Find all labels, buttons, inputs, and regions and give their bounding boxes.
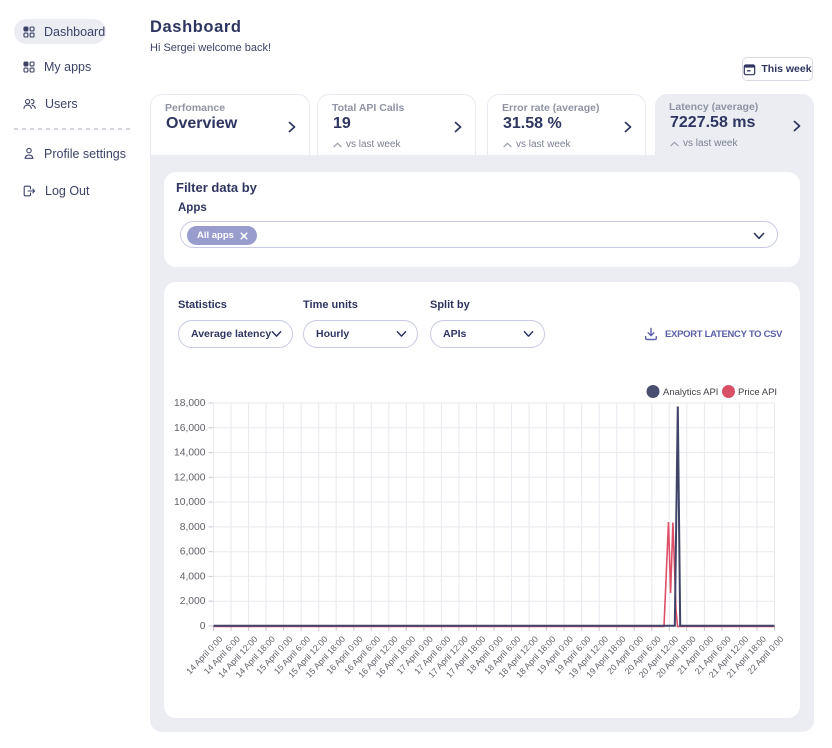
svg-text:10,000: 10,000: [174, 497, 206, 508]
svg-text:14,000: 14,000: [174, 448, 206, 459]
svg-text:16,000: 16,000: [174, 423, 206, 434]
svg-text:Price API: Price API: [738, 387, 777, 398]
svg-text:8,000: 8,000: [180, 522, 206, 533]
svg-text:6,000: 6,000: [180, 547, 206, 558]
svg-text:12,000: 12,000: [174, 472, 206, 483]
svg-text:4,000: 4,000: [180, 571, 206, 582]
svg-text:Analytics API: Analytics API: [663, 387, 718, 398]
svg-text:18,000: 18,000: [174, 398, 206, 409]
svg-text:0: 0: [200, 621, 206, 632]
svg-text:2,000: 2,000: [180, 596, 206, 607]
